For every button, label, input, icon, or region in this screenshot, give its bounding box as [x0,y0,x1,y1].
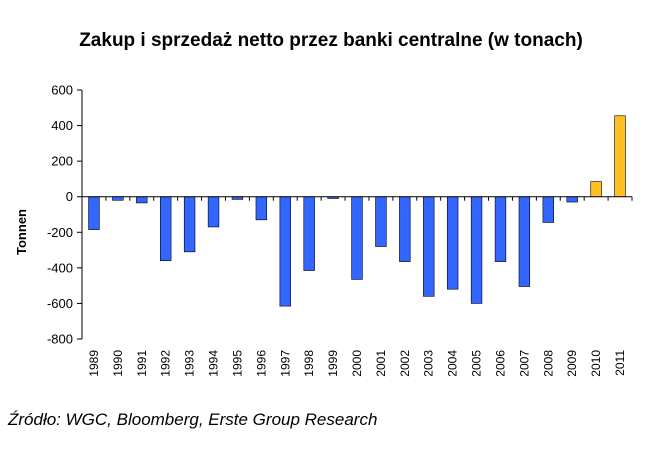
chart-title: Zakup i sprzedaż netto przez banki centr… [79,30,583,51]
x-tick-label: 2002 [398,350,412,377]
x-tick-label: 1992 [159,350,173,377]
x-tick-label: 1996 [254,350,268,377]
source-note: Źródło: WGC, Bloomberg, Erste Group Rese… [8,410,378,429]
bar-1998 [303,196,315,271]
x-tick-label: 2001 [374,350,388,377]
bar-2011 [614,115,626,198]
x-tick-label: 1999 [326,350,340,377]
x-tick-label: 2011 [613,350,627,376]
bar-2001 [375,196,387,247]
axes-group [81,90,632,339]
y-tick-label: 400 [51,118,73,133]
bar-1993 [183,196,196,253]
bar-1992 [160,196,172,262]
x-tick-label: 1990 [111,350,125,377]
x-tick-label: 1989 [87,350,101,377]
x-tick-label: 2008 [541,350,555,377]
bars-group [88,115,626,307]
y-tick-label: -200 [47,225,73,240]
bar-1989 [88,196,100,230]
y-ticks-group: 600 400 200 0 -200 -400 -600 -800 [47,83,82,347]
x-tick-label: 1997 [278,350,292,377]
x-tick-label: 2009 [565,350,579,377]
x-tick-label: 1991 [135,350,149,377]
x-tick-label: 2004 [446,350,460,377]
bar-2000 [351,196,363,280]
y-tick-label: 600 [51,83,73,98]
bar-1990 [112,196,124,201]
bar-1994 [207,196,220,228]
y-tick-label: -400 [47,260,73,275]
y-tick-label: -600 [47,296,73,311]
x-tick-label: 2005 [470,350,484,377]
x-tick-label: 1993 [183,350,197,377]
y-axis-label: Tonnen [14,209,29,255]
bar-2008 [542,196,554,223]
bar-2007 [518,196,531,287]
x-tick-label: 1995 [230,350,244,377]
y-axis-label-group: Tonnen [14,209,29,255]
y-tick-label: 200 [51,154,73,169]
y-tick-label: -800 [47,332,73,347]
bar-2006 [494,196,507,262]
bar-2004 [446,196,459,290]
bar-1991 [136,196,148,204]
bar-2003 [423,196,435,297]
bar-2009 [566,196,578,203]
x-tick-label: 2007 [517,350,531,377]
x-tick-label: 2006 [493,350,507,377]
bar-2005 [470,196,483,304]
bar-1996 [255,196,268,221]
x-tick-label: 1998 [302,350,316,377]
x-tick-label: 2000 [350,350,364,377]
bar-2010 [590,181,602,198]
bar-2002 [399,196,411,262]
y-tick-label: 0 [66,189,73,204]
x-ticks-group: 1989 1990 1991 1992 1993 1994 1995 1996 1997 1998… [81,196,633,377]
x-tick-label: 2010 [589,350,603,377]
x-tick-label: 2003 [422,350,436,377]
x-tick-label: 1994 [207,350,221,377]
bar-1997 [279,196,291,307]
